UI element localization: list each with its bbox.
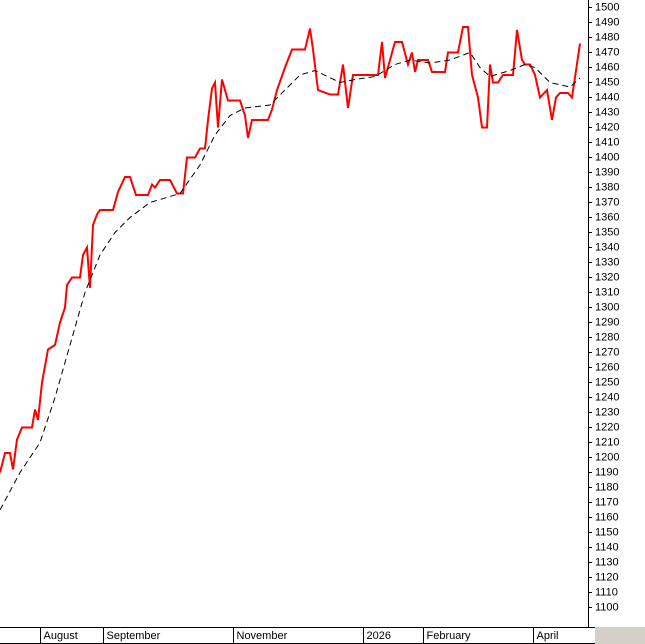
y-tick-label: 1160 xyxy=(595,511,619,523)
y-tick-label: 1120 xyxy=(595,571,619,583)
x-tick-label: 2026 xyxy=(367,630,391,642)
x-tick-label: February xyxy=(427,630,472,642)
y-tick-label: 1260 xyxy=(595,361,619,373)
y-tick-label: 1150 xyxy=(595,526,619,538)
corner xyxy=(595,627,645,644)
x-tick-label: November xyxy=(237,630,288,642)
y-tick-label: 1430 xyxy=(595,106,619,118)
y-tick-label: 1410 xyxy=(595,136,619,148)
y-tick-label: 1280 xyxy=(595,331,619,343)
y-tick-label: 1290 xyxy=(595,316,619,328)
y-tick-label: 1140 xyxy=(595,541,619,553)
y-tick-label: 1170 xyxy=(595,496,619,508)
y-tick-label: 1300 xyxy=(595,301,619,313)
y-tick-label: 1130 xyxy=(595,556,619,568)
y-tick-label: 1390 xyxy=(595,166,619,178)
y-tick-label: 1310 xyxy=(595,286,619,298)
y-tick-label: 1320 xyxy=(595,271,619,283)
y-tick-label: 1480 xyxy=(595,31,619,43)
y-tick-label: 1370 xyxy=(595,196,619,208)
y-tick-label: 1380 xyxy=(595,181,619,193)
y-tick-label: 1420 xyxy=(595,121,619,133)
y-tick-label: 1490 xyxy=(595,16,619,28)
y-tick-label: 1230 xyxy=(595,406,619,418)
x-tick-label: August xyxy=(44,630,78,642)
y-tick-label: 1220 xyxy=(595,421,619,433)
y-tick-label: 1400 xyxy=(595,151,619,163)
y-tick-label: 1340 xyxy=(595,241,619,253)
y-tick-label: 1110 xyxy=(595,586,618,598)
x-tick-label: September xyxy=(107,630,161,642)
y-tick-label: 1450 xyxy=(595,76,619,88)
series-line xyxy=(0,26,581,473)
y-tick-label: 1250 xyxy=(595,376,619,388)
y-tick-label: 1210 xyxy=(595,436,619,448)
y-tick-label: 1500 xyxy=(595,1,619,13)
y-tick-label: 1100 xyxy=(595,601,619,613)
y-tick-label: 1270 xyxy=(595,346,619,358)
y-tick-label: 1180 xyxy=(595,481,619,493)
y-tick-label: 1350 xyxy=(595,226,619,238)
y-tick-label: 1360 xyxy=(595,211,619,223)
y-tick-label: 1460 xyxy=(595,61,619,73)
y-tick-label: 1330 xyxy=(595,256,619,268)
y-tick-label: 1440 xyxy=(595,91,619,103)
series-line xyxy=(0,51,581,511)
y-tick-label: 1200 xyxy=(595,451,619,463)
x-tick-label: April xyxy=(537,630,559,642)
y-tick-label: 1470 xyxy=(595,46,619,58)
y-tick-label: 1240 xyxy=(595,391,619,403)
y-tick-label: 1190 xyxy=(595,466,619,478)
